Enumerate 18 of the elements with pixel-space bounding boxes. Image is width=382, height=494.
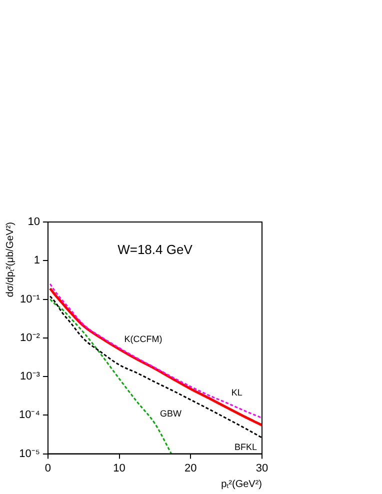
text: W=18.4 GeV	[118, 242, 193, 258]
x-tick-label: 30	[256, 462, 268, 474]
x-tick-label: 10	[113, 462, 126, 474]
x-tick-label: 20	[184, 462, 197, 474]
y-axis-title: dσ/dpₜ²(μb/GeV²)	[4, 222, 16, 298]
annotation: GBW	[160, 408, 182, 419]
y-tick-label: 10⁻³	[20, 370, 40, 383]
y-tick-label: 10	[28, 216, 40, 228]
y-tick-label: 10⁻¹	[20, 293, 40, 306]
annotation: KL	[231, 388, 242, 398]
annotation: BFKL	[234, 442, 257, 452]
y-tick-label: 10⁻⁴	[18, 409, 40, 422]
y-tick-label: 10⁻⁵	[19, 448, 40, 460]
y-tick-label: 1	[34, 254, 40, 267]
annotation: K(CCFM)	[124, 334, 162, 344]
x-axis-title: pₜ²(GeV²)	[221, 478, 262, 490]
x-tick-label: 0	[44, 462, 52, 474]
y-tick-label: 10⁻²	[20, 332, 40, 344]
